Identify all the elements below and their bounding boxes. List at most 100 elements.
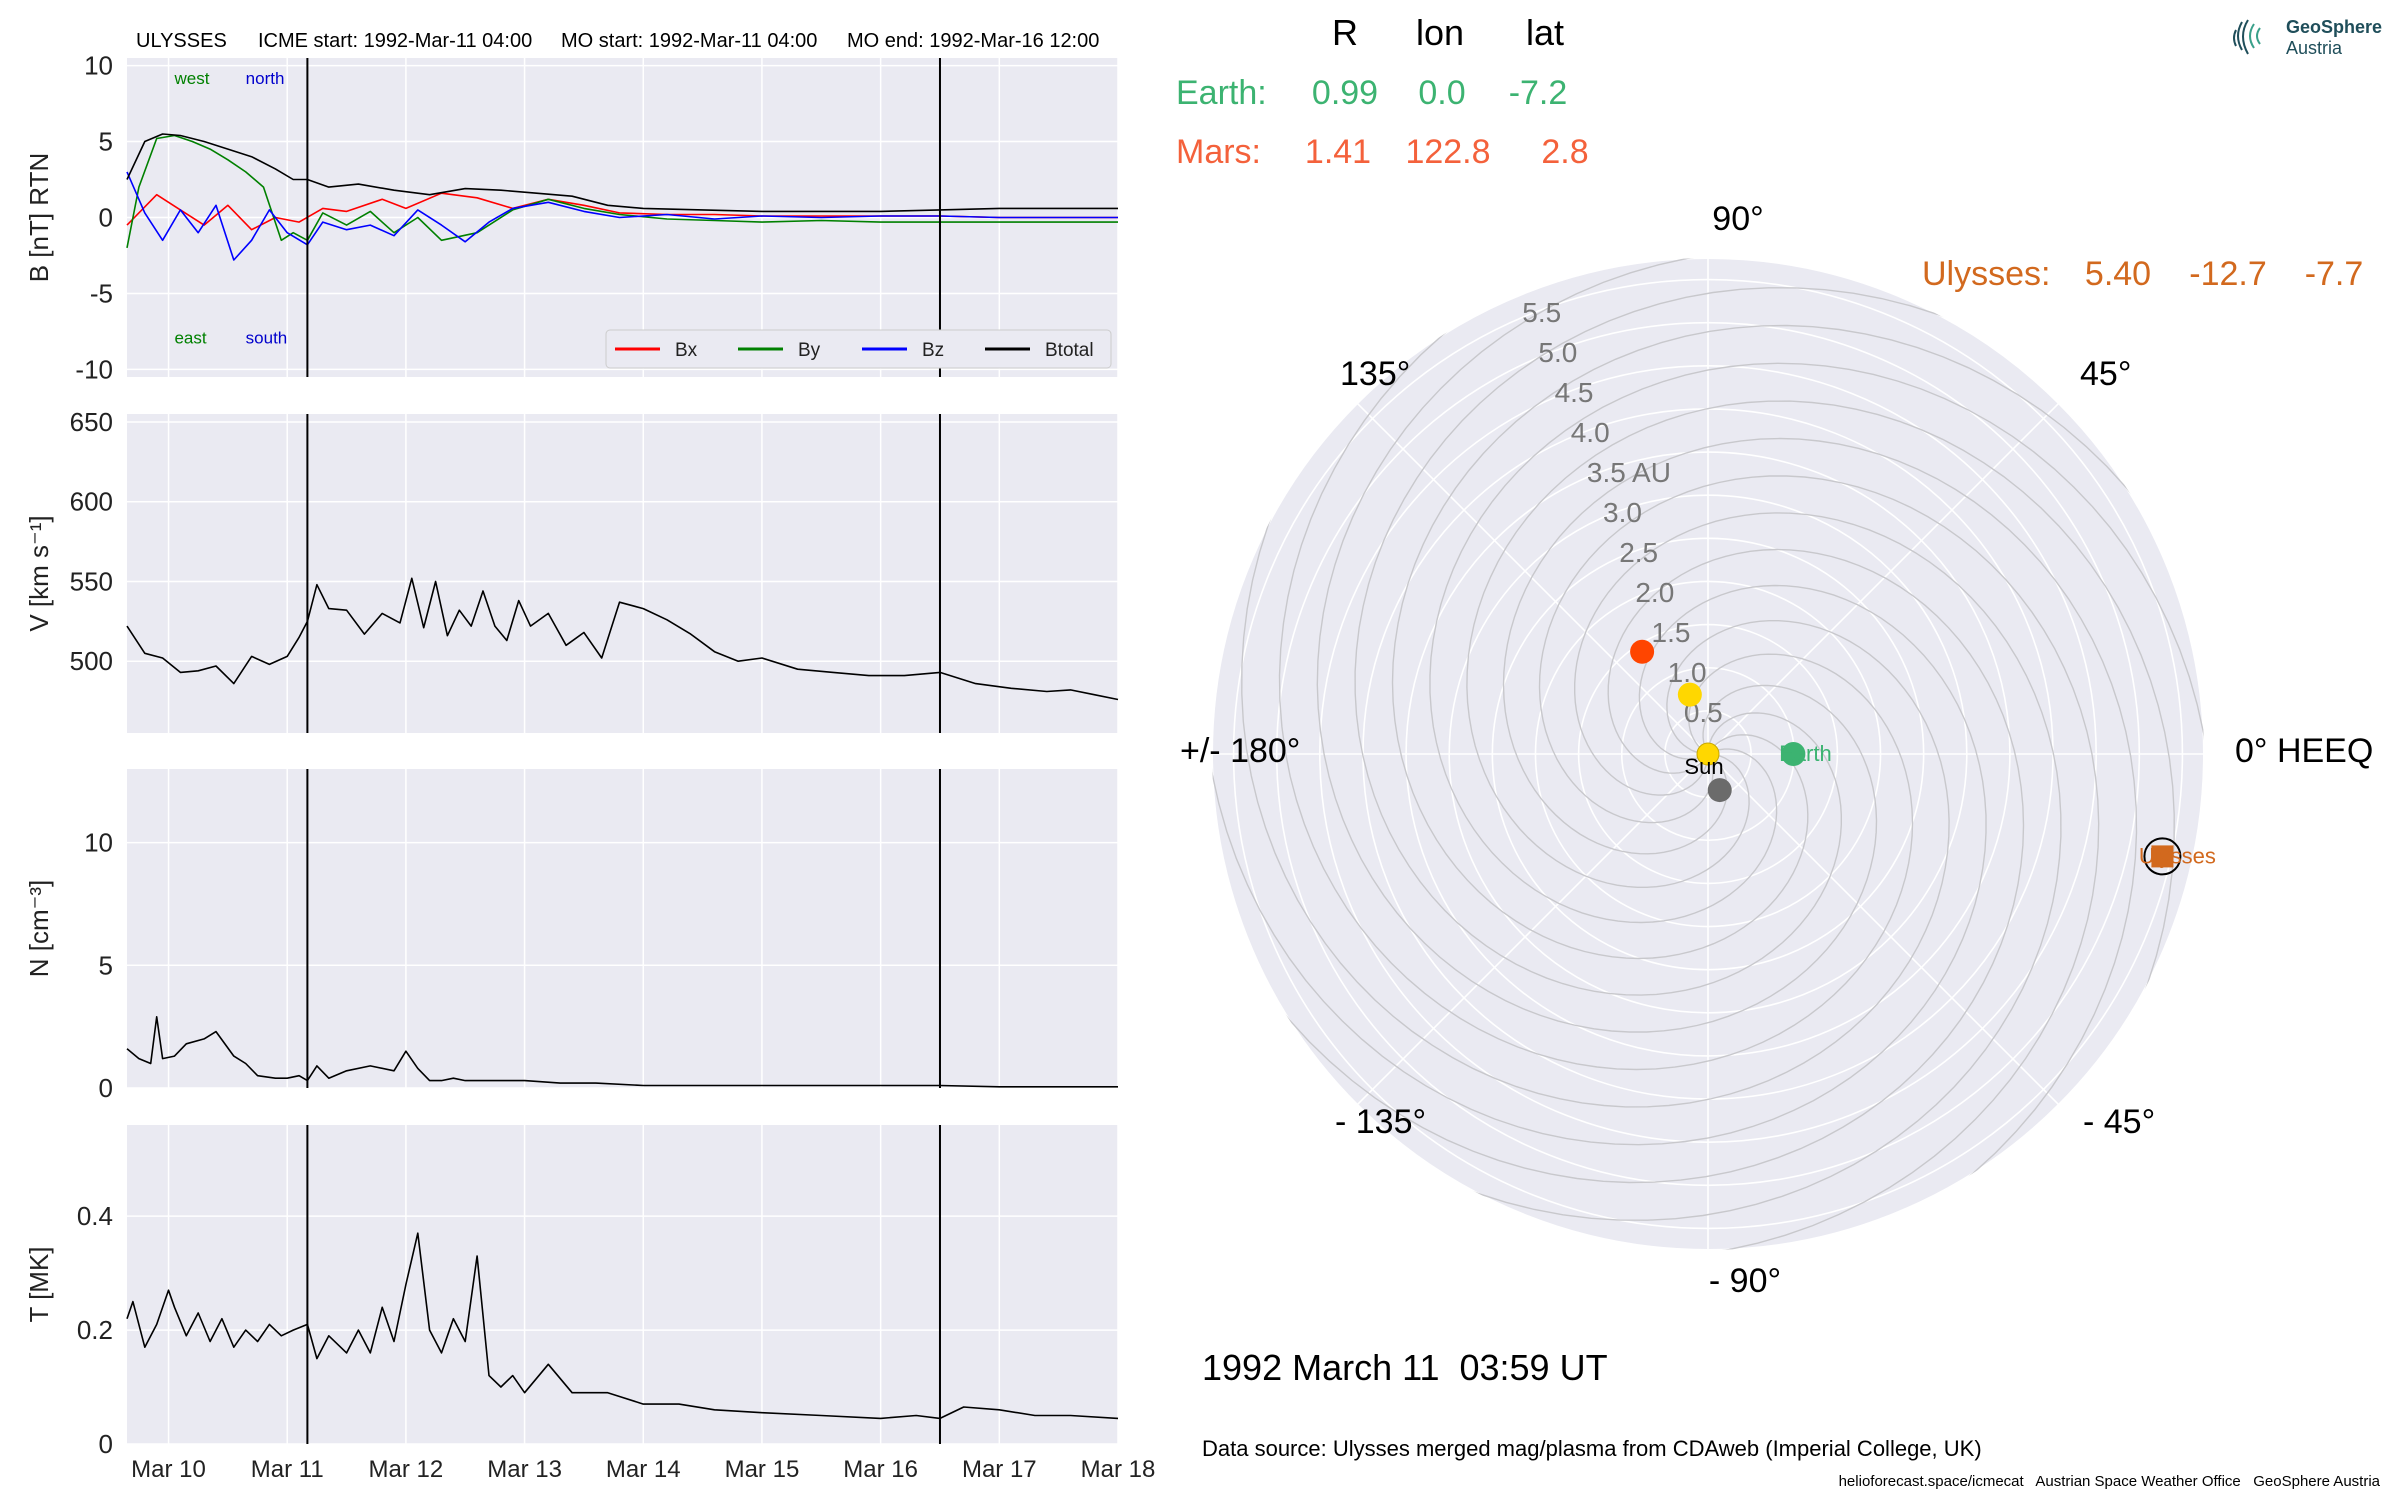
y-tick-label: 600 xyxy=(70,487,113,517)
angle-label: 90° xyxy=(1712,200,1763,238)
plot-area xyxy=(127,769,1118,1088)
y-tick-label: 0 xyxy=(99,203,113,233)
sun-marker xyxy=(1696,742,1720,766)
spacecraft-label: ULYSSES xyxy=(136,30,227,52)
y-tick-label: -10 xyxy=(75,354,113,384)
earth-row-name: Earth: xyxy=(1176,74,1267,112)
angle-label: - 135° xyxy=(1335,1103,1426,1141)
angle-label: 135° xyxy=(1340,355,1410,393)
geosphere-logo-icon xyxy=(2233,19,2261,55)
y-tick-label: 500 xyxy=(70,646,113,676)
legend-box xyxy=(605,329,1112,369)
footer-credits: helioforecast.space/icmecat Austrian Spa… xyxy=(1839,1473,2381,1490)
x-tick-label: Mar 15 xyxy=(725,1456,800,1483)
ulysses-row-lon: -12.7 xyxy=(2189,255,2267,293)
x-tick-label: Mar 14 xyxy=(606,1456,681,1483)
ulysses-row-r: 5.40 xyxy=(2085,255,2151,293)
earth-marker xyxy=(1781,742,1806,766)
x-tick-label: Mar 10 xyxy=(131,1456,206,1483)
y-tick-label: 10 xyxy=(84,51,113,81)
parker-spiral-line xyxy=(1241,258,1950,1108)
radial-tick-label: 5.0 xyxy=(1538,337,1577,368)
parker-spiral-line xyxy=(1429,362,2204,1173)
parker-spiral-line xyxy=(1391,324,2204,960)
y-tick-label: 0.4 xyxy=(77,1201,113,1231)
legend-label-bz: Bz xyxy=(922,340,944,361)
angle-label: +/- 180° xyxy=(1180,732,1300,770)
annotation-west: west xyxy=(173,69,209,88)
parker-spiral-line xyxy=(1316,258,2127,1033)
speed-panel: 650 600 550 500 V [km s⁻¹] xyxy=(24,407,1119,733)
x-tick-label: Mar 12 xyxy=(369,1456,444,1483)
mo-start-label: MO start: 1992-Mar-11 04:00 xyxy=(561,30,817,52)
mercury-marker xyxy=(1707,778,1732,803)
series-line-data xyxy=(126,1232,1119,1420)
angle-label: 0° HEEQ xyxy=(2235,732,2373,770)
col-lat-header: lat xyxy=(1526,12,1564,53)
y-axis-label: T [MK] xyxy=(24,1246,54,1322)
mo-end-label: MO end: 1992-Mar-16 12:00 xyxy=(847,30,1099,52)
angle-label: - 45° xyxy=(2083,1103,2155,1141)
annotation-south: south xyxy=(246,329,288,348)
mars-marker xyxy=(1630,639,1655,664)
y-tick-label: 0 xyxy=(99,1429,113,1459)
y-tick-label: 650 xyxy=(70,407,113,437)
x-tick-label: Mar 11 xyxy=(251,1456,324,1483)
plot-area xyxy=(127,414,1118,733)
y-tick-label: 550 xyxy=(70,566,113,596)
data-source-label: Data source: Ulysses merged mag/plasma f… xyxy=(1202,1436,1982,1461)
angle-label: 45° xyxy=(2080,355,2131,393)
y-tick-label: 5 xyxy=(99,127,113,157)
radial-tick-label: 3.0 xyxy=(1603,497,1642,528)
venus-marker xyxy=(1677,682,1702,707)
x-tick-label: Mar 16 xyxy=(843,1456,918,1483)
series-line-data xyxy=(126,1015,1118,1088)
earth-row-lat: -7.2 xyxy=(1509,74,1568,112)
ulysses-label: Ulysses xyxy=(2139,843,2216,868)
legend: Bx By Bz Btotal xyxy=(605,329,1112,369)
parker-spiral-line xyxy=(1212,335,1987,1146)
earth-row-lon: 0.0 xyxy=(1418,74,1465,112)
parker-spiral-line xyxy=(1354,287,2204,996)
series-line-by xyxy=(126,134,1118,249)
y-axis-label: V [km s⁻¹] xyxy=(24,515,54,631)
radial-tick-label: 3.5 AU xyxy=(1587,457,1671,488)
series-line-btotal xyxy=(126,133,1118,213)
date-label: 1992 March 11 03:59 UT xyxy=(1202,1347,1608,1388)
ulysses-row-name: Ulysses: xyxy=(1922,255,2050,293)
mars-row-name: Mars: xyxy=(1176,133,1261,171)
density-panel: 10 5 0 N [cm⁻³] xyxy=(24,769,1119,1103)
y-tick-label: 10 xyxy=(84,828,113,858)
annotation-north: north xyxy=(246,69,285,88)
parker-spirals xyxy=(1212,258,2204,1250)
legend-label-btotal: Btotal xyxy=(1045,340,1094,361)
earth-row-r: 0.99 xyxy=(1312,74,1378,112)
y-tick-label: 5 xyxy=(99,950,113,980)
temperature-panel: 0.4 0.2 0 T [MK] Mar 10 Mar 11 Mar 12 Mar 13 Mar… xyxy=(24,1125,1155,1483)
y-axis-label: N [cm⁻³] xyxy=(24,880,54,978)
radial-tick-label: 5.5 xyxy=(1522,297,1561,328)
legend-label-bx: Bx xyxy=(675,340,698,361)
plot-area xyxy=(127,1125,1118,1444)
parker-spiral-line xyxy=(1212,548,2025,1184)
series-line-data xyxy=(126,577,1119,701)
radial-tick-label: 1.5 xyxy=(1652,617,1691,648)
parker-spiral-line xyxy=(1289,475,2100,1250)
angle-label: - 90° xyxy=(1709,1262,1781,1300)
x-tick-label: Mar 18 xyxy=(1081,1456,1156,1483)
legend-label-by: By xyxy=(798,340,821,361)
y-tick-label: -5 xyxy=(90,278,113,308)
y-tick-label: 0.2 xyxy=(77,1315,113,1345)
y-axis-label: B [nT] RTN xyxy=(24,153,54,283)
ulysses-marker xyxy=(2151,845,2174,868)
mars-row-lat: 2.8 xyxy=(1541,133,1588,171)
col-lon-header: lon xyxy=(1416,12,1464,53)
parker-spiral-line xyxy=(1212,512,2062,1221)
logo-line2: Austria xyxy=(2286,38,2343,58)
x-tick-label: Mar 13 xyxy=(487,1456,562,1483)
parker-spiral-line xyxy=(1502,437,2138,1250)
icme-start-label: ICME start: 1992-Mar-11 04:00 xyxy=(258,30,532,52)
parker-spiral-line xyxy=(1278,258,1914,1071)
earth-label: Earth xyxy=(1779,741,1832,766)
